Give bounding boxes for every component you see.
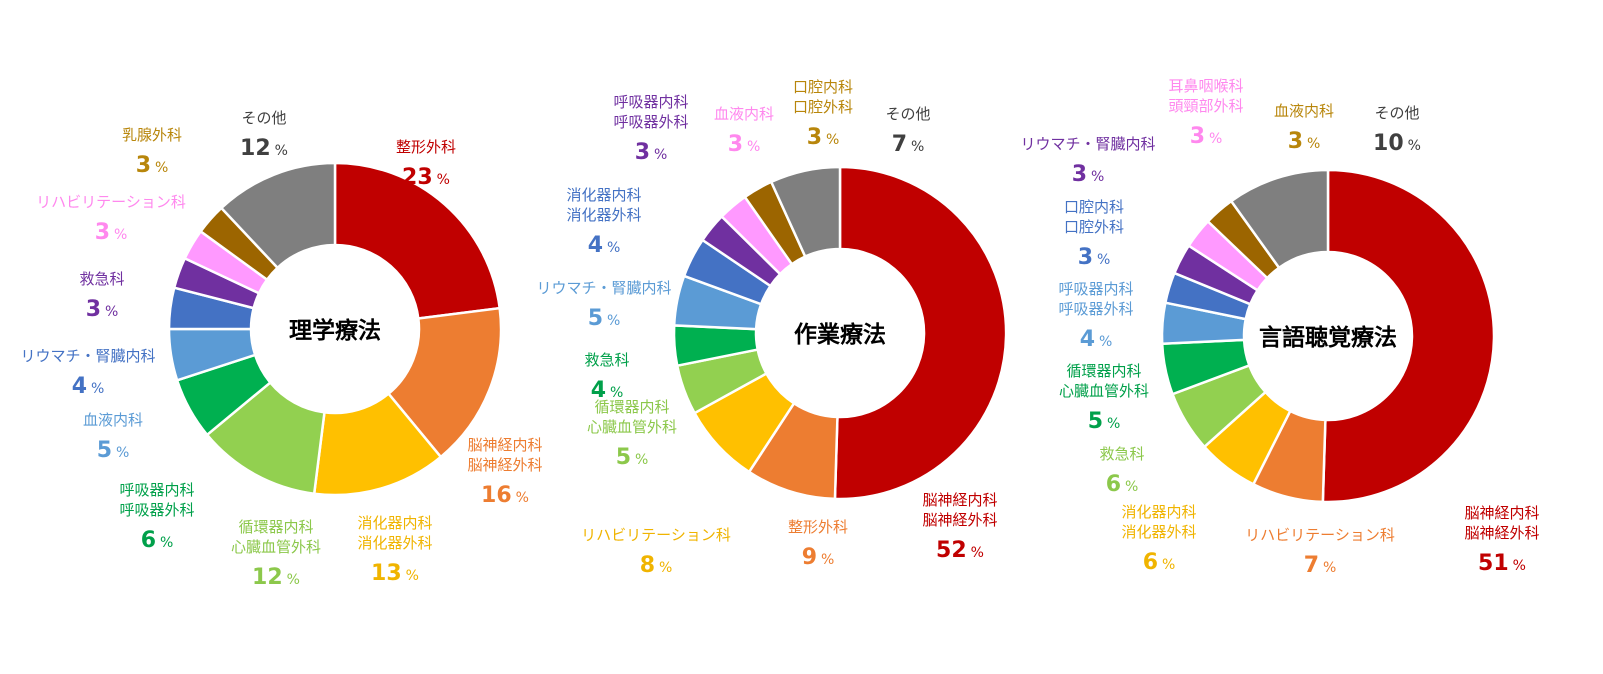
slice-label-name: 脳神経内科	[467, 436, 542, 454]
chart-title: 言語聴覚療法	[1259, 324, 1397, 351]
slice-label-value: 51%	[1478, 551, 1526, 576]
slice-label-value: 5%	[588, 306, 621, 331]
slice-label-value: 3%	[136, 153, 169, 178]
slice-label-name: 脳神経外科	[922, 511, 997, 529]
donut-slice	[1229, 168, 1330, 270]
slice-label-name: 消化器外科	[1121, 523, 1196, 541]
slice-label-name: 乳腺外科	[122, 126, 182, 144]
slice-label-value: 12%	[240, 136, 288, 161]
slice-label-name: 呼吸器内科	[119, 481, 194, 499]
slice-label-name: 消化器内科	[357, 514, 432, 532]
slice-label-value: 7%	[892, 132, 925, 157]
slice-label-name: 血液内科	[83, 411, 143, 429]
donut-slice	[1321, 168, 1496, 504]
slice-label-value: 8%	[640, 553, 673, 578]
slice-label-name: 呼吸器外科	[119, 501, 194, 519]
slice-label-name: 呼吸器内科	[613, 93, 688, 111]
slice-label-name: 心臓血管外科	[231, 538, 321, 556]
slice-label-value: 5%	[1088, 409, 1121, 434]
slice-label-value: 13%	[371, 561, 419, 586]
slice-label-name: 血液内科	[1274, 102, 1334, 120]
slice-label-value: 10%	[1373, 131, 1421, 156]
slice-label-name: リハビリテーション科	[581, 526, 731, 544]
slice-label-name: 消化器外科	[357, 534, 432, 552]
slice-label-name: 整形外科	[788, 518, 848, 536]
slice-label-value: 3%	[807, 125, 840, 150]
slice-label-value: 9%	[802, 545, 835, 570]
slice-label-name: 呼吸器内科	[1058, 280, 1133, 298]
slice-label-name: 救急科	[79, 270, 124, 288]
slice-label-name: 循環器内科	[238, 518, 313, 536]
slice-label-name: 心臓血管外科	[587, 418, 677, 436]
slice-label-name: 脳神経内科	[922, 491, 997, 509]
slice-label-value: 16%	[481, 483, 529, 508]
chart-title: 作業療法	[794, 321, 886, 348]
slice-label-name: 脳神経内科	[1464, 504, 1539, 522]
slice-label-name: 心臓血管外科	[1059, 382, 1149, 400]
donut-slice	[219, 161, 337, 270]
slice-label-value: 4%	[72, 374, 105, 399]
slice-label-value: 23%	[402, 165, 450, 190]
slice-label-value: 3%	[1288, 129, 1321, 154]
slice-label-name: リハビリテーション科	[1245, 526, 1395, 544]
slice-label-name: 頭頸部外科	[1168, 97, 1243, 115]
slice-label-name: 呼吸器外科	[1058, 300, 1133, 318]
donut-slice	[769, 165, 842, 259]
slice-label-name: 循環器内科	[594, 398, 669, 416]
slice-label-name: 救急科	[1099, 445, 1144, 463]
chart-title: 理学療法	[289, 317, 381, 344]
slice-label-value: 3%	[86, 297, 119, 322]
slice-label-name: リハビリテーション科	[36, 193, 186, 211]
slice-label-name: 耳鼻咽喉科	[1168, 77, 1243, 95]
slice-label-name: その他	[885, 105, 930, 123]
slice-label-value: 3%	[1078, 245, 1111, 270]
slice-label-name: 呼吸器外科	[613, 113, 688, 131]
slice-label-value: 4%	[591, 378, 624, 403]
slice-label-value: 7%	[1304, 553, 1337, 578]
slice-label-value: 3%	[95, 220, 128, 245]
slice-label-name: その他	[241, 109, 286, 127]
slice-label-value: 4%	[1080, 327, 1113, 352]
donut-slice	[833, 165, 1008, 501]
slice-label-name: リウマチ・腎臓内科	[20, 347, 155, 365]
slice-label-value: 4%	[588, 233, 621, 258]
slice-label-value: 3%	[1190, 124, 1223, 149]
slice-label-name: 口腔内科	[793, 78, 853, 96]
slice-label-name: リウマチ・腎臓内科	[1020, 135, 1155, 153]
slice-label-value: 5%	[616, 445, 649, 470]
slice-label-value: 3%	[728, 132, 761, 157]
slice-label-name: 口腔内科	[1064, 198, 1124, 216]
slice-label-value: 6%	[1143, 550, 1176, 575]
slice-label-name: 救急科	[584, 351, 629, 369]
donut-slice	[333, 161, 502, 320]
slice-label-name: 消化器内科	[566, 186, 641, 204]
slice-label-name: 消化器外科	[566, 206, 641, 224]
slice-label-name: 口腔外科	[1064, 218, 1124, 236]
slice-label-name: 脳神経外科	[467, 456, 542, 474]
slice-label-value: 3%	[635, 140, 668, 165]
slice-label-name: その他	[1374, 104, 1419, 122]
slice-label-value: 6%	[1106, 472, 1139, 497]
slice-label-value: 3%	[1072, 162, 1105, 187]
slice-label-value: 5%	[97, 438, 130, 463]
slice-label-name: 整形外科	[396, 138, 456, 156]
slice-label-name: リウマチ・腎臓内科	[536, 279, 671, 297]
slice-label-name: 血液内科	[714, 105, 774, 123]
slice-label-name: 口腔外科	[793, 98, 853, 116]
slice-label-name: 消化器内科	[1121, 503, 1196, 521]
slice-label-value: 52%	[936, 538, 984, 563]
slice-label-name: 脳神経外科	[1464, 524, 1539, 542]
slice-label-value: 12%	[252, 565, 300, 590]
slice-label-name: 循環器内科	[1066, 362, 1141, 380]
slice-label-value: 6%	[141, 528, 174, 553]
